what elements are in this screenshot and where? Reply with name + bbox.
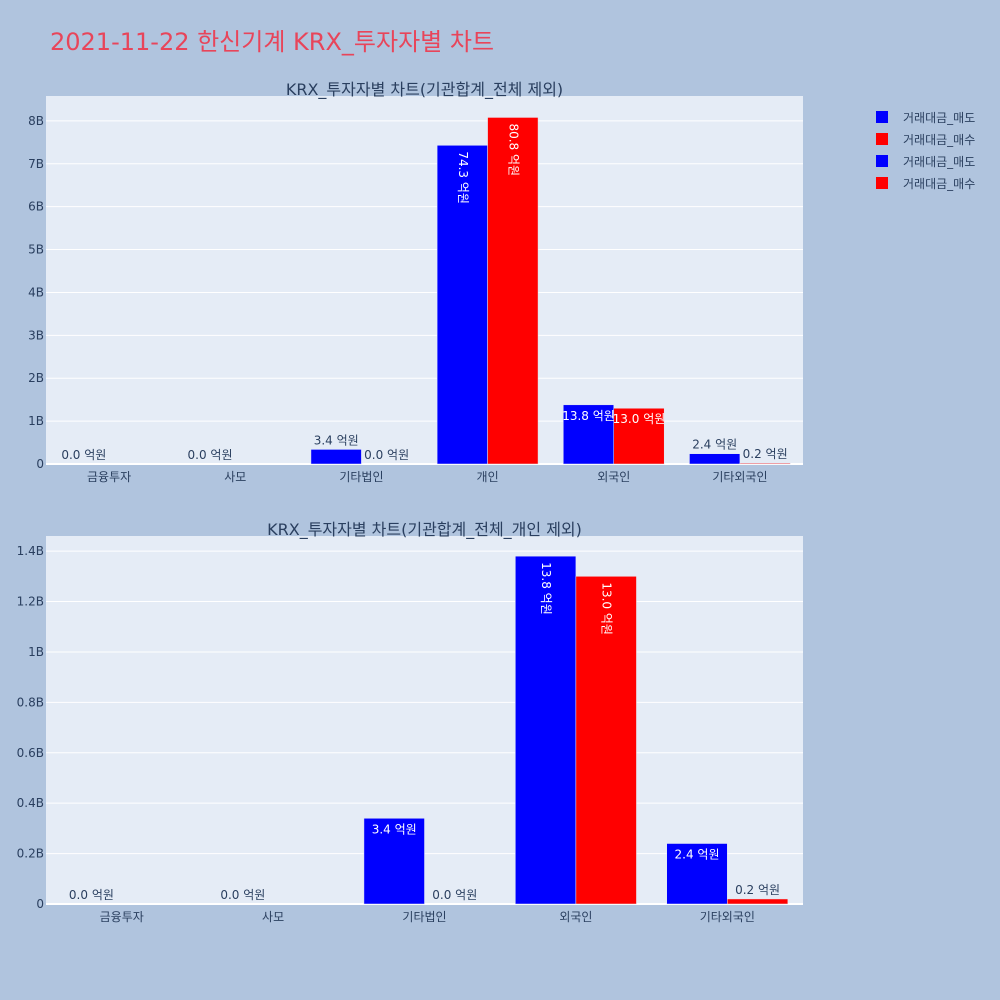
y-tick-label: 0 (36, 897, 44, 911)
data-label: 0.0 억원 (432, 888, 477, 902)
data-label: 13.0 억원 (600, 582, 614, 635)
bar (487, 117, 539, 465)
bar (575, 576, 637, 905)
page-title: 2021-11-22 한신기계 KRX_투자자별 차트 (50, 28, 495, 56)
y-tick-label: 0.4B (17, 796, 44, 810)
y-tick-label: 0.6B (17, 746, 44, 760)
y-tick-label: 6B (28, 200, 44, 214)
data-label: 3.4 억원 (372, 822, 417, 836)
legend-label: 거래대금_매수 (903, 132, 976, 147)
bar (363, 818, 425, 905)
x-tick-label: 금융투자 (100, 910, 144, 924)
y-tick-label: 1B (28, 645, 44, 659)
legend-item-buy[interactable]: 거래대금_매수 (876, 128, 975, 150)
data-label: 0.0 억원 (364, 448, 409, 462)
legend-item-sell[interactable]: 거래대금_매도 (876, 150, 975, 172)
bar (613, 407, 665, 465)
x-tick-label: 기타외국인 (712, 470, 767, 484)
bar (515, 555, 577, 905)
legend-swatch (876, 155, 888, 167)
chart-top: 0 1B 2B 3B 4B 5B 6B 7B 8B KRX_투자자별 차트(기관합계_전체 제외)… (28, 80, 803, 484)
y-tick-label: 8B (28, 114, 44, 128)
y-tick-label: 5B (28, 243, 44, 257)
data-label: 80.8 억원 (506, 123, 520, 176)
x-tick-label: 금융투자 (87, 470, 131, 484)
chart-title: KRX_투자자별 차트(기관합계_전체 제외) (286, 80, 563, 100)
bar (666, 843, 728, 905)
x-tick-label: 기타법인 (339, 470, 383, 484)
data-label: 0.0 억원 (69, 888, 114, 902)
x-tick-label: 외국인 (559, 910, 592, 924)
legend: 거래대금_매도 거래대금_매수 거래대금_매도 거래대금_매수 (876, 106, 975, 194)
data-label: 13.0 억원 (613, 412, 666, 426)
legend-swatch (876, 111, 888, 123)
x-tick-label: 외국인 (597, 470, 630, 484)
chart-title: KRX_투자자별 차트(기관합계_전체_개인 제외) (267, 520, 582, 540)
plot-area (46, 96, 803, 464)
x-tick-label: 기타법인 (402, 910, 446, 924)
data-label: 0.0 억원 (188, 448, 233, 462)
data-label: 3.4 억원 (314, 433, 359, 447)
legend-label: 거래대금_매수 (903, 176, 976, 191)
x-tick-label: 사모 (224, 470, 246, 484)
y-tick-label: 4B (28, 285, 44, 299)
x-tick-label: 개인 (477, 470, 499, 484)
data-label: 0.2 억원 (743, 447, 788, 461)
x-tick-label: 기타외국인 (700, 910, 755, 924)
y-tick-label: 0 (36, 457, 44, 471)
legend-swatch (876, 177, 888, 189)
y-tick-label: 1B (28, 414, 44, 428)
bar (310, 449, 362, 465)
chart-bottom: 0 0.2B 0.4B 0.6B 0.8B 1B 1.2B 1.4B KRX_투자자별 차트(기… (17, 520, 803, 924)
y-tick-label: 2B (28, 371, 44, 385)
data-label: 0.0 억원 (61, 448, 106, 462)
data-label: 2.4 억원 (675, 848, 720, 862)
data-label: 2.4 억원 (692, 438, 737, 452)
y-tick-label: 1.2B (17, 595, 44, 609)
bar (739, 462, 791, 465)
data-label: 13.8 억원 (562, 409, 615, 423)
bar (436, 145, 488, 465)
legend-item-sell[interactable]: 거래대금_매도 (876, 106, 975, 128)
legend-label: 거래대금_매도 (903, 110, 976, 125)
legend-label: 거래대금_매도 (903, 154, 976, 169)
y-tick-label: 0.2B (17, 847, 44, 861)
y-tick-label: 0.8B (17, 695, 44, 709)
data-label: 74.3 억원 (456, 151, 470, 204)
data-label: 13.8 억원 (539, 562, 553, 615)
data-label: 0.0 억원 (220, 888, 265, 902)
legend-swatch (876, 133, 888, 145)
data-label: 0.2 억원 (735, 883, 780, 897)
y-tick-label: 1.4B (17, 544, 44, 558)
bar (727, 898, 789, 905)
bar (689, 453, 741, 465)
y-tick-label: 7B (28, 157, 44, 171)
legend-item-buy[interactable]: 거래대금_매수 (876, 172, 975, 194)
bar (563, 404, 614, 465)
y-tick-label: 3B (28, 328, 44, 342)
x-tick-label: 사모 (262, 910, 284, 924)
